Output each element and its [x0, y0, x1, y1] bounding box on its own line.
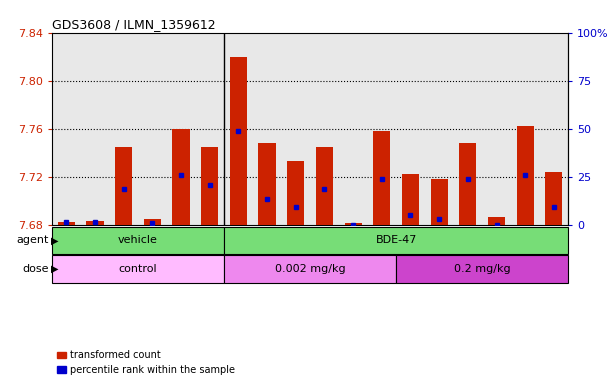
Bar [345, 223, 362, 225]
Text: dose: dose [23, 264, 49, 274]
Text: 0.2 mg/kg: 0.2 mg/kg [454, 264, 511, 274]
Bar [144, 218, 161, 225]
Bar [373, 131, 390, 225]
Bar [545, 172, 563, 225]
Bar [396, 255, 568, 283]
Bar [287, 161, 304, 225]
Bar [258, 143, 276, 225]
Bar [230, 56, 247, 225]
Bar [52, 255, 224, 283]
Bar [172, 129, 189, 225]
Legend: transformed count, percentile rank within the sample: transformed count, percentile rank withi… [57, 351, 235, 375]
Text: ▶: ▶ [51, 235, 59, 245]
Bar [488, 217, 505, 225]
Text: control: control [119, 264, 157, 274]
Text: agent: agent [16, 235, 49, 245]
Bar [517, 126, 534, 225]
Text: GDS3608 / ILMN_1359612: GDS3608 / ILMN_1359612 [52, 18, 216, 31]
Bar [201, 147, 218, 225]
Bar [224, 255, 396, 283]
Bar [52, 227, 224, 254]
Bar [459, 143, 477, 225]
Bar [316, 147, 333, 225]
Bar [57, 222, 75, 225]
Bar [402, 174, 419, 225]
Text: vehicle: vehicle [118, 235, 158, 245]
Text: BDE-47: BDE-47 [375, 235, 417, 245]
Bar [115, 147, 132, 225]
Bar [431, 179, 448, 225]
Bar [224, 227, 568, 254]
Bar [86, 221, 104, 225]
Text: ▶: ▶ [51, 264, 59, 274]
Text: 0.002 mg/kg: 0.002 mg/kg [275, 264, 345, 274]
